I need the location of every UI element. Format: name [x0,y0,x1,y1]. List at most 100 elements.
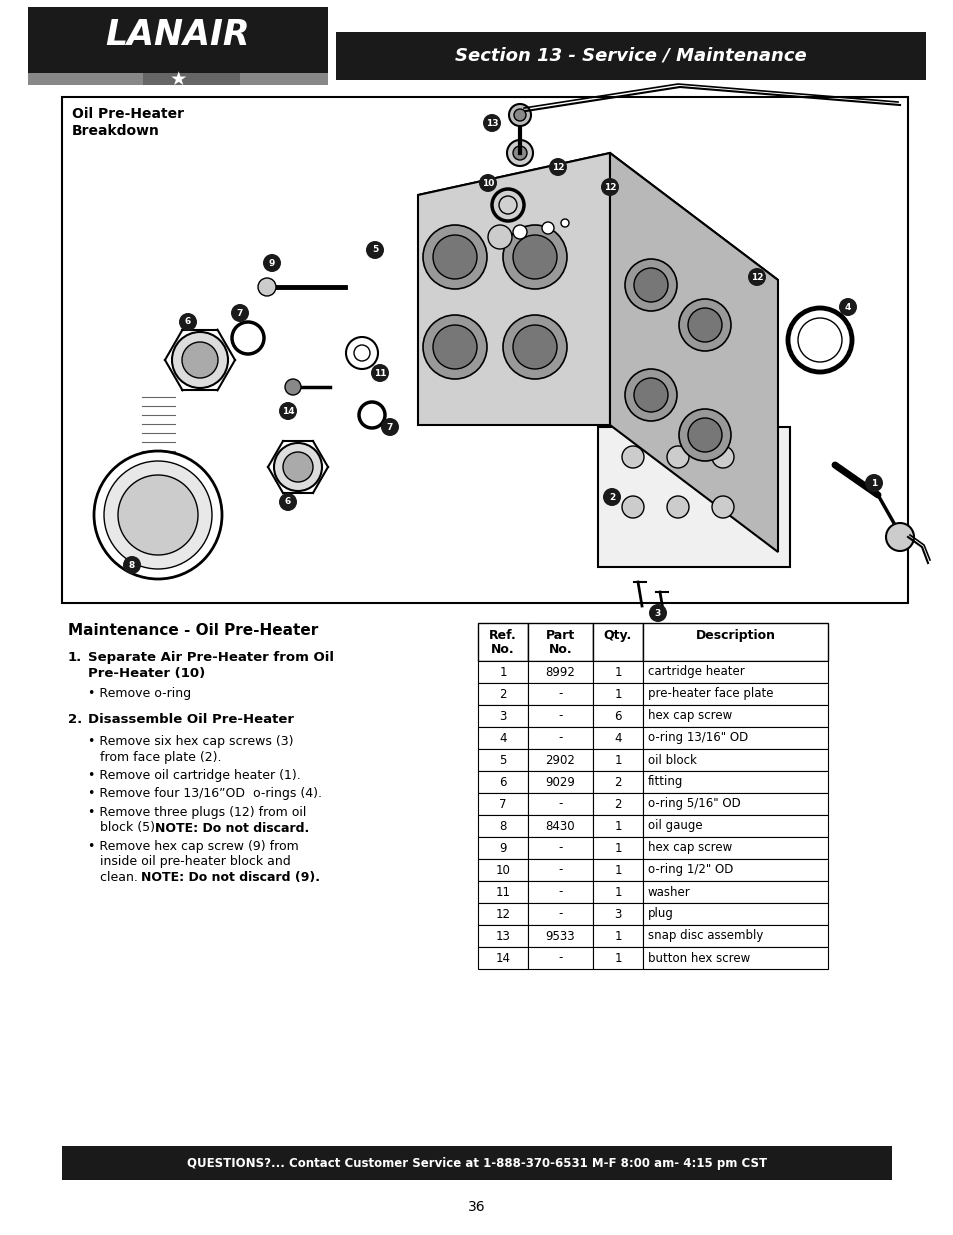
Text: Maintenance - Oil Pre-Heater: Maintenance - Oil Pre-Heater [68,622,318,638]
Polygon shape [609,153,778,552]
Text: 14: 14 [495,951,510,965]
Bar [593,661,642,683]
Text: • Remove o-ring: • Remove o-ring [88,687,191,700]
Bar [642,771,827,793]
Text: Part: Part [545,629,575,642]
Bar [527,683,593,705]
Text: 36: 36 [468,1200,485,1214]
Circle shape [488,225,512,249]
Bar [477,683,527,705]
Bar [642,925,827,947]
Text: NOTE: Do not discard (9).: NOTE: Do not discard (9). [141,871,319,884]
Text: 13: 13 [485,119,497,127]
Circle shape [123,556,141,574]
Circle shape [602,488,620,506]
Text: -: - [558,709,562,722]
Text: • Remove three plugs (12) from oil: • Remove three plugs (12) from oil [88,806,306,819]
Circle shape [179,312,196,331]
Text: • Remove four 13/16”OD  o-rings (4).: • Remove four 13/16”OD o-rings (4). [88,788,322,800]
Bar [593,947,642,969]
Bar [593,815,642,837]
Text: Description: Description [695,629,775,642]
Text: 7: 7 [498,798,506,810]
Circle shape [864,474,882,492]
Bar [527,837,593,860]
Circle shape [679,299,730,351]
Text: 2902: 2902 [545,753,575,767]
Circle shape [263,254,281,272]
Circle shape [687,417,721,452]
Bar [28,73,143,85]
Circle shape [502,315,566,379]
Text: 1: 1 [614,688,621,700]
Text: 2.: 2. [68,713,82,726]
Text: clean.: clean. [88,871,146,884]
Text: plug: plug [647,908,673,920]
Text: • Remove hex cap screw (9) from: • Remove hex cap screw (9) from [88,840,298,853]
Text: o-ring 13/16" OD: o-ring 13/16" OD [647,731,747,745]
Text: 10: 10 [495,863,510,877]
Text: hex cap screw: hex cap screw [647,709,732,722]
Text: 14: 14 [281,406,294,415]
Bar [593,925,642,947]
Text: Ref.: Ref. [489,629,517,642]
Bar [593,837,642,860]
Circle shape [506,140,533,165]
Text: -: - [558,908,562,920]
Bar [477,771,527,793]
Bar [477,881,527,903]
Text: 11: 11 [495,885,510,899]
Bar [642,727,827,748]
Bar [527,727,593,748]
Circle shape [274,443,322,492]
Circle shape [513,325,557,369]
Bar [527,815,593,837]
Text: cartridge heater: cartridge heater [647,666,744,678]
Text: 2: 2 [498,688,506,700]
Bar [240,73,328,85]
Circle shape [502,225,566,289]
Circle shape [278,403,296,420]
Circle shape [634,378,667,412]
Bar [593,771,642,793]
Circle shape [621,446,643,468]
Bar [477,705,527,727]
Circle shape [422,315,486,379]
Circle shape [624,369,677,421]
Text: -: - [558,885,562,899]
Text: -: - [558,863,562,877]
Circle shape [600,178,618,196]
Circle shape [624,259,677,311]
Text: QUESTIONS?... Contact Customer Service at 1-888-370-6531 M-F 8:00 am- 4:15 pm CS: QUESTIONS?... Contact Customer Service a… [187,1156,766,1170]
Polygon shape [417,153,609,425]
Text: 7: 7 [386,422,393,431]
Circle shape [513,235,557,279]
Circle shape [380,417,398,436]
Text: 12: 12 [603,183,616,191]
Bar [642,860,827,881]
Bar [642,705,827,727]
Text: 5: 5 [372,246,377,254]
Bar [527,771,593,793]
Circle shape [885,522,913,551]
Bar [642,881,827,903]
Text: 3: 3 [614,908,621,920]
Bar [642,815,827,837]
Circle shape [666,496,688,517]
Text: 8992: 8992 [545,666,575,678]
Bar [527,705,593,727]
Circle shape [118,475,198,555]
Text: 5: 5 [498,753,506,767]
Circle shape [285,379,301,395]
Bar [642,683,827,705]
Bar [593,793,642,815]
Bar [642,748,827,771]
Circle shape [513,225,526,240]
Circle shape [711,446,733,468]
Text: 9: 9 [269,258,274,268]
Bar [593,860,642,881]
Text: snap disc assembly: snap disc assembly [647,930,762,942]
Text: o-ring 5/16" OD: o-ring 5/16" OD [647,798,740,810]
Circle shape [687,308,721,342]
Text: 1: 1 [870,478,876,488]
